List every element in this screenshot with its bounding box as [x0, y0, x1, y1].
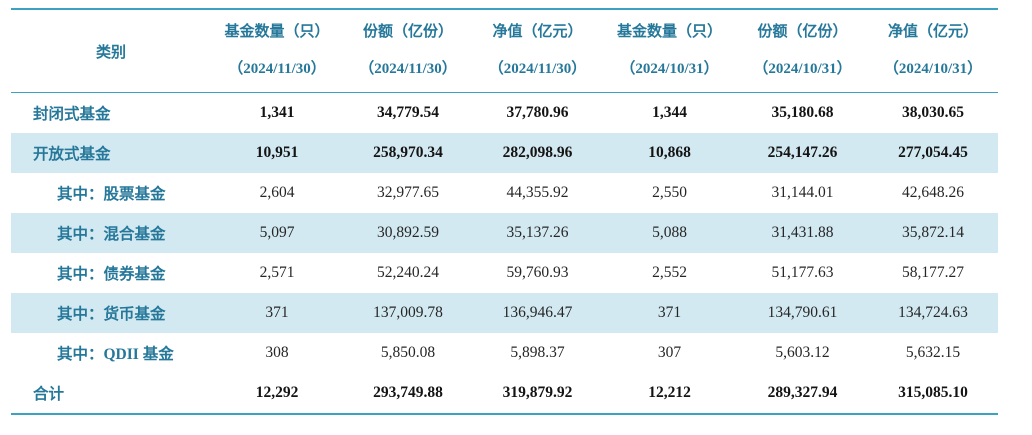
row-value-cell: 51,177.63: [771, 264, 834, 281]
column-header-category: 类别: [11, 9, 211, 93]
row-value-cell: 30,892.59: [377, 224, 439, 241]
row-category-label: 封闭式基金: [33, 106, 111, 123]
row-value-cell: 315,085.10: [898, 384, 968, 401]
row-category-label: 其中：QDII 基金: [57, 346, 174, 363]
column-header-nav-nov: 净值（亿元） （2024/11/30）: [473, 9, 602, 93]
column-header-label: 份额（亿份）: [362, 24, 453, 40]
row-category-label: 其中：混合基金: [57, 226, 166, 243]
row-category-label: 其中：债券基金: [57, 266, 166, 283]
row-value-cell: 136,946.47: [502, 304, 573, 321]
table-row: 其中：QDII 基金 308 5,850.08 5,898.37 307 5,603.12…: [11, 333, 998, 373]
row-value-cell: 137,009.78: [373, 304, 443, 321]
row-value-cell: 44,355.92: [506, 184, 569, 201]
column-header-label: 净值（亿元）: [492, 24, 583, 40]
column-header-date: （2024/10/31）: [753, 61, 852, 77]
table-row: 开放式基金 10,951 258,970.34 282,098.96 10,868 254…: [11, 133, 998, 173]
column-header-fund-count-nov: 基金数量（只） （2024/11/30）: [211, 9, 343, 93]
row-value-cell: 2,571: [259, 264, 295, 281]
row-value-cell: 134,790.61: [767, 304, 838, 321]
row-value-cell: 38,030.65: [902, 104, 964, 121]
row-category-label: 其中：货币基金: [57, 306, 166, 323]
row-category-label: 合计: [33, 386, 65, 403]
row-value-cell: 12,292: [255, 384, 299, 401]
table-row: 其中：股票基金 2,604 32,977.65 44,355.92 2,550 31,14…: [11, 173, 998, 213]
row-value-cell: 5,088: [652, 224, 687, 241]
row-value-cell: 35,872.14: [902, 224, 964, 241]
row-value-cell: 2,550: [652, 184, 687, 201]
row-value-cell: 293,749.88: [373, 384, 443, 401]
row-value-cell: 58,177.27: [902, 264, 964, 281]
header-row: 类别 基金数量（只） （2024/11/30） 份额（亿份） （2024/11/…: [11, 9, 998, 93]
row-value-cell: 1,341: [259, 104, 295, 121]
row-value-cell: 5,632.15: [905, 344, 961, 361]
table-row: 其中：债券基金 2,571 52,240.24 59,760.93 2,552 51,17…: [11, 253, 998, 293]
row-value-cell: 1,344: [652, 104, 687, 121]
table-row: 其中：货币基金 371 137,009.78 136,946.47 371 134,790…: [11, 293, 998, 333]
row-value-cell: 5,850.08: [380, 344, 436, 361]
row-value-cell: 319,879.92: [502, 384, 573, 401]
row-value-cell: 308: [265, 344, 289, 361]
column-header-label: 净值（亿元）: [887, 24, 978, 40]
row-value-cell: 12,212: [648, 384, 691, 401]
column-header-date: （2024/10/31）: [620, 61, 719, 77]
row-value-cell: 371: [265, 304, 289, 321]
column-header-date: （2024/11/30）: [228, 61, 326, 77]
column-header-label: 份额（亿份）: [757, 24, 848, 40]
row-value-cell: 289,327.94: [767, 384, 838, 401]
row-value-cell: 5,097: [259, 224, 295, 241]
column-header-fund-count-oct: 基金数量（只） （2024/10/31）: [602, 9, 737, 93]
row-value-cell: 371: [657, 304, 682, 321]
column-header-label: 基金数量（只）: [224, 24, 330, 40]
table-row: 其中：混合基金 5,097 30,892.59 35,137.26 5,088 31,43…: [11, 213, 998, 253]
row-value-cell: 42,648.26: [902, 184, 964, 201]
row-value-cell: 258,970.34: [373, 144, 443, 161]
row-value-cell: 35,137.26: [506, 224, 569, 241]
row-value-cell: 37,780.96: [506, 104, 569, 121]
column-header-shares-nov: 份额（亿份） （2024/11/30）: [343, 9, 473, 93]
row-category-label: 其中：股票基金: [57, 186, 166, 203]
row-value-cell: 31,431.88: [771, 224, 834, 241]
row-value-cell: 34,779.54: [377, 104, 439, 121]
row-value-cell: 59,760.93: [506, 264, 569, 281]
column-header-date: （2024/11/30）: [488, 61, 587, 77]
row-value-cell: 52,240.24: [377, 264, 439, 281]
column-header-date: （2024/10/31）: [883, 61, 983, 77]
column-header-nav-oct: 净值（亿元） （2024/10/31）: [868, 9, 998, 93]
row-value-cell: 307: [657, 344, 682, 361]
column-header-date: （2024/11/30）: [359, 61, 457, 77]
table-body: 封闭式基金 1,341 34,779.54 37,780.96 1,344 35,180.…: [11, 93, 998, 415]
category-header-label: 类别: [95, 44, 126, 61]
table-row: 封闭式基金 1,341 34,779.54 37,780.96 1,344 35,180.…: [11, 93, 998, 134]
row-value-cell: 5,898.37: [510, 344, 565, 361]
row-value-cell: 10,868: [648, 144, 691, 161]
table-row: 合计 12,292 293,749.88 319,879.92 12,212 289,32…: [11, 373, 998, 414]
row-value-cell: 134,724.63: [898, 304, 968, 321]
row-value-cell: 277,054.45: [898, 144, 968, 161]
row-value-cell: 32,977.65: [377, 184, 439, 201]
row-value-cell: 35,180.68: [771, 104, 834, 121]
row-value-cell: 2,552: [652, 264, 687, 281]
row-value-cell: 282,098.96: [502, 144, 573, 161]
row-value-cell: 254,147.26: [767, 144, 838, 161]
table-header: 类别 基金数量（只） （2024/11/30） 份额（亿份） （2024/11/…: [11, 9, 998, 93]
row-category-label: 开放式基金: [33, 146, 111, 163]
row-value-cell: 31,144.01: [771, 184, 834, 201]
fund-statistics-table: 类别 基金数量（只） （2024/11/30） 份额（亿份） （2024/11/…: [11, 8, 998, 415]
row-value-cell: 2,604: [259, 184, 295, 201]
row-value-cell: 5,603.12: [775, 344, 830, 361]
column-header-label: 基金数量（只）: [616, 24, 722, 40]
column-header-shares-oct: 份额（亿份） （2024/10/31）: [737, 9, 868, 93]
row-value-cell: 10,951: [255, 144, 299, 161]
